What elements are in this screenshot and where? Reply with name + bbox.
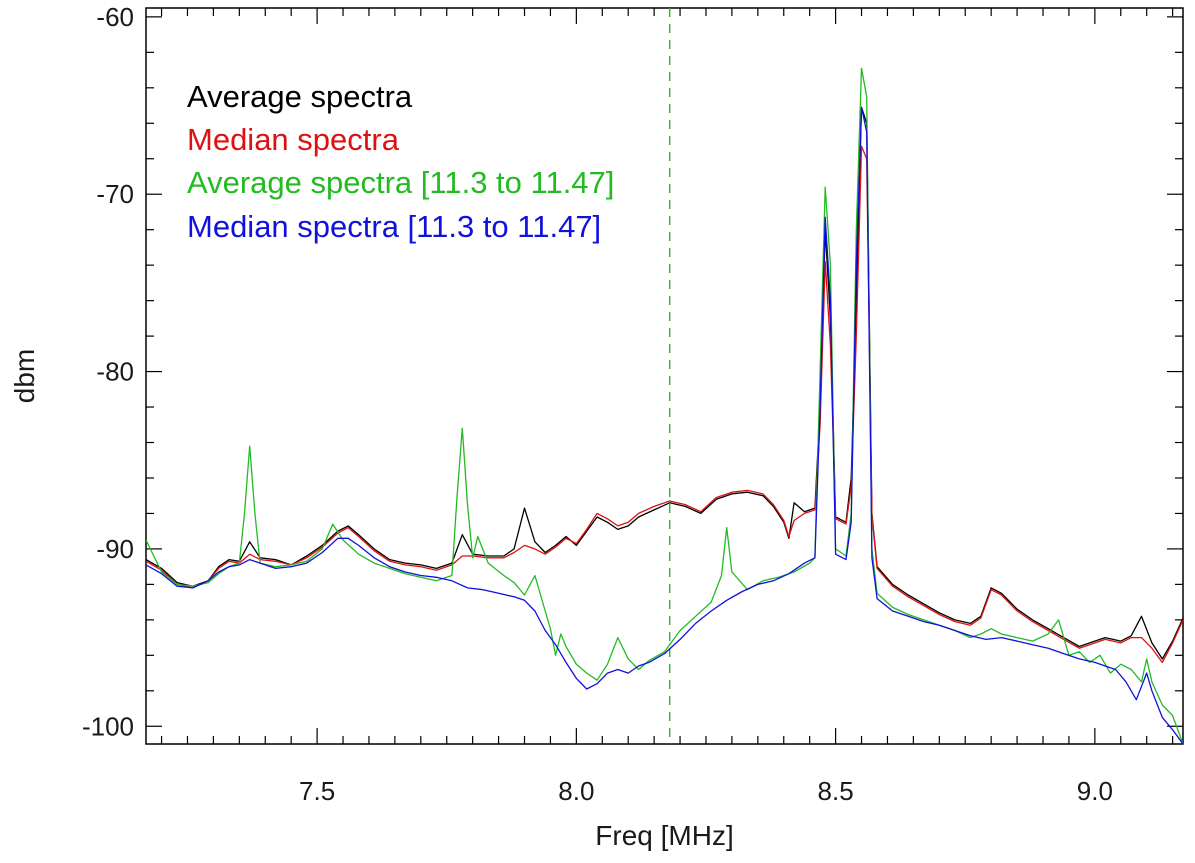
y-tick-label: -80 <box>96 357 134 387</box>
x-tick-label: 9.0 <box>1077 776 1113 806</box>
x-tick-label: 7.5 <box>299 776 335 806</box>
legend-entry-median-window: Median spectra [11.3 to 11.47] <box>187 209 601 244</box>
y-axis-title: dbm <box>9 349 40 403</box>
plot-frame <box>145 7 1184 745</box>
series-line-3 <box>146 67 1183 744</box>
x-axis-title: Freq [MHz] <box>595 820 733 851</box>
legend-entry-median: Median spectra <box>187 122 400 157</box>
series-line-1 <box>146 106 1183 660</box>
y-tick-label: -70 <box>96 179 134 209</box>
series-group <box>146 67 1183 744</box>
x-tick-label: 8.5 <box>818 776 854 806</box>
x-tick-labels: 7.5 8.0 8.5 9.0 <box>299 776 1113 806</box>
legend: Average spectra Median spectra Average s… <box>187 79 614 244</box>
axis-ticks <box>146 8 1183 744</box>
y-tick-label: -90 <box>96 534 134 564</box>
x-tick-label: 8.0 <box>558 776 594 806</box>
legend-entry-average: Average spectra <box>187 79 413 114</box>
series-line-4 <box>146 106 1183 744</box>
y-tick-label: -100 <box>82 711 134 741</box>
series-line-2 <box>146 145 1183 664</box>
y-tick-labels: -60 -70 -80 -90 -100 <box>82 2 134 741</box>
legend-entry-average-window: Average spectra [11.3 to 11.47] <box>187 165 614 200</box>
y-tick-label: -60 <box>96 2 134 32</box>
